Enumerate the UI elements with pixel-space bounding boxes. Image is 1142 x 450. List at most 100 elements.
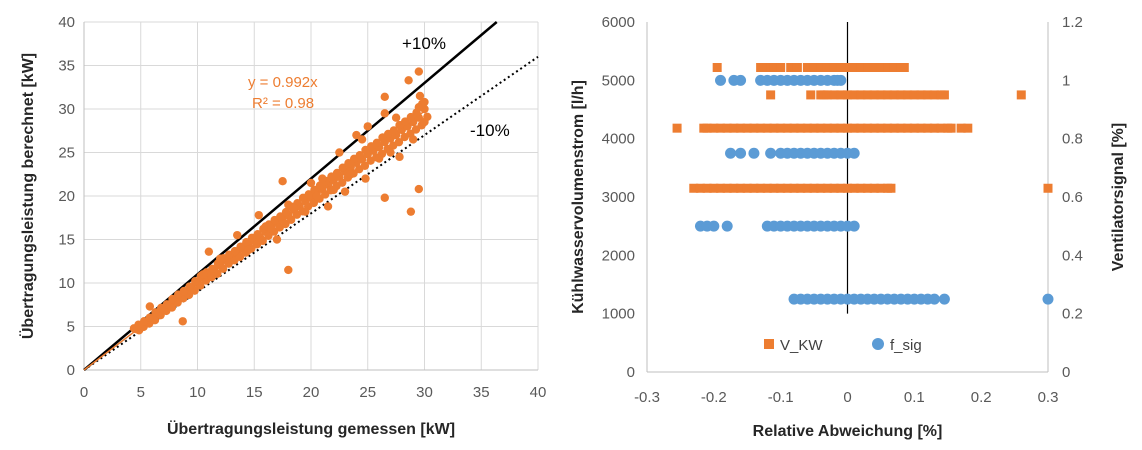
v-kw-data-point (702, 123, 712, 133)
v-kw-data-point (869, 63, 879, 72)
chart1-data-point (329, 185, 338, 195)
chart1-data-point (338, 178, 347, 187)
f-sig-data-point (848, 147, 860, 159)
v-kw-data-point (689, 183, 699, 193)
plus-10-percent-label: +10% (402, 34, 446, 53)
chart1-x-tick-label: 20 (303, 384, 320, 401)
f-sig-data-point (735, 74, 747, 86)
chart1-data-point (380, 109, 389, 118)
chart2-y-tick-label: 5000 (602, 72, 635, 89)
v-kw-data-point (829, 90, 839, 100)
v-kw-data-point (776, 183, 786, 193)
v-kw-data-point (909, 90, 919, 100)
v-kw-data-point (856, 63, 866, 72)
chart1-data-point (420, 117, 429, 127)
v-kw-data-point (856, 123, 866, 133)
v-kw-data-point (836, 183, 846, 193)
chart1-data-point (178, 317, 187, 326)
chart2-y2-tick-label: 0.8 (1062, 131, 1083, 148)
chart1-data-point (162, 300, 172, 309)
chart1-y-tick-label: 5 (67, 319, 75, 336)
scatter-chart-relative-deviation: 0 1000 2000 3000 4000 5000 6000 0 0.2 0.4 0.6 0.8 1 1… (570, 14, 1127, 440)
chart1-data-point (395, 152, 404, 162)
v-kw-data-point (742, 183, 752, 193)
chart2-data-points (672, 63, 1054, 305)
trendline-equation: y = 0.992x (248, 74, 318, 91)
chart1-data-point (363, 122, 372, 131)
v-kw-data-point (863, 90, 873, 100)
v-kw-data-point (802, 123, 812, 133)
chart2-y2-axis-title: Ventilatorsignal [%] (1110, 123, 1127, 271)
v-kw-data-point (709, 183, 719, 193)
v-kw-data-point (876, 90, 886, 100)
v-kw-data-point (769, 183, 779, 193)
chart2-x-tick-label: 0 (843, 389, 851, 406)
chart1-data-point (301, 207, 310, 216)
chart1-data-point (338, 163, 347, 172)
v-kw-data-point (806, 90, 816, 100)
chart1-y-tick-label: 10 (58, 275, 75, 292)
chart1-data-point (230, 246, 240, 256)
v-kw-data-point (749, 183, 759, 193)
chart1-x-tick-label: 30 (416, 384, 433, 401)
chart1-data-point (236, 242, 245, 251)
chart1-data-point (204, 247, 214, 256)
chart1-data-point (168, 294, 177, 304)
v-kw-data-point (782, 183, 792, 193)
chart1-data-point (242, 238, 251, 247)
chart1-data-point (315, 181, 325, 190)
chart1-data-point (420, 97, 429, 107)
chart1-data-point (346, 170, 355, 179)
chart2-legend: V_KW f_sig (764, 337, 922, 354)
chart1-y-tick-label: 25 (58, 145, 75, 162)
chart1-data-point (335, 148, 344, 157)
v-kw-data-point (776, 63, 786, 72)
v-kw-data-point (936, 123, 946, 133)
chart2-y-tick-label: 4000 (602, 131, 635, 148)
f-sig-data-point (748, 147, 760, 159)
chart2-tick-labels: 0 1000 2000 3000 4000 5000 6000 0 0.2 0.4 0.6 0.8 1 1… (602, 14, 1083, 406)
v-kw-data-point (672, 123, 682, 133)
v-kw-data-point (849, 123, 859, 133)
v-kw-data-point (722, 183, 732, 193)
f-sig-data-point (1042, 293, 1054, 305)
v-kw-data-point (886, 183, 896, 193)
chart2-y2-tick-label: 0 (1062, 364, 1070, 381)
chart1-data-point (145, 302, 155, 311)
v-kw-data-point (829, 123, 839, 133)
chart1-data-point (408, 135, 418, 144)
v-kw-data-point (946, 123, 956, 133)
chart2-y2-tick-label: 0.2 (1062, 306, 1083, 323)
f-sig-data-point (715, 74, 727, 86)
chart1-x-tick-label: 15 (246, 384, 263, 401)
chart1-x-tick-label: 10 (189, 384, 206, 401)
chart1-data-point (414, 184, 424, 194)
chart1-data-point (406, 207, 416, 216)
v-kw-data-point (716, 123, 726, 133)
chart1-gridlines (84, 21, 539, 370)
chart1-data-point (360, 161, 370, 170)
chart2-y-axis-title: Kühlwasservolumenstrom [l/h] (570, 80, 587, 314)
v-kw-data-point (776, 123, 786, 133)
chart1-axes (83, 22, 538, 371)
chart1-data-point (323, 202, 333, 211)
chart1-data-point (304, 190, 313, 199)
chart1-data-point (281, 207, 291, 217)
v-kw-data-point (802, 183, 812, 193)
v-kw-data-point (939, 90, 949, 100)
chart1-data-point (380, 92, 389, 102)
v-kw-data-point (889, 90, 899, 100)
chart2-x-tick-label: 0.1 (904, 389, 925, 406)
v-kw-data-point (782, 123, 792, 133)
v-kw-data-point (843, 63, 852, 72)
chart1-data-point (198, 270, 208, 279)
chart1-data-point (185, 282, 194, 291)
v-kw-data-point (809, 183, 819, 193)
chart1-data-point (244, 245, 253, 255)
v-kw-data-point (849, 90, 859, 100)
f-sig-data-point (848, 220, 860, 232)
v-kw-data-point (869, 183, 879, 193)
v-kw-data-point (802, 63, 812, 72)
v-kw-data-point (816, 63, 826, 72)
